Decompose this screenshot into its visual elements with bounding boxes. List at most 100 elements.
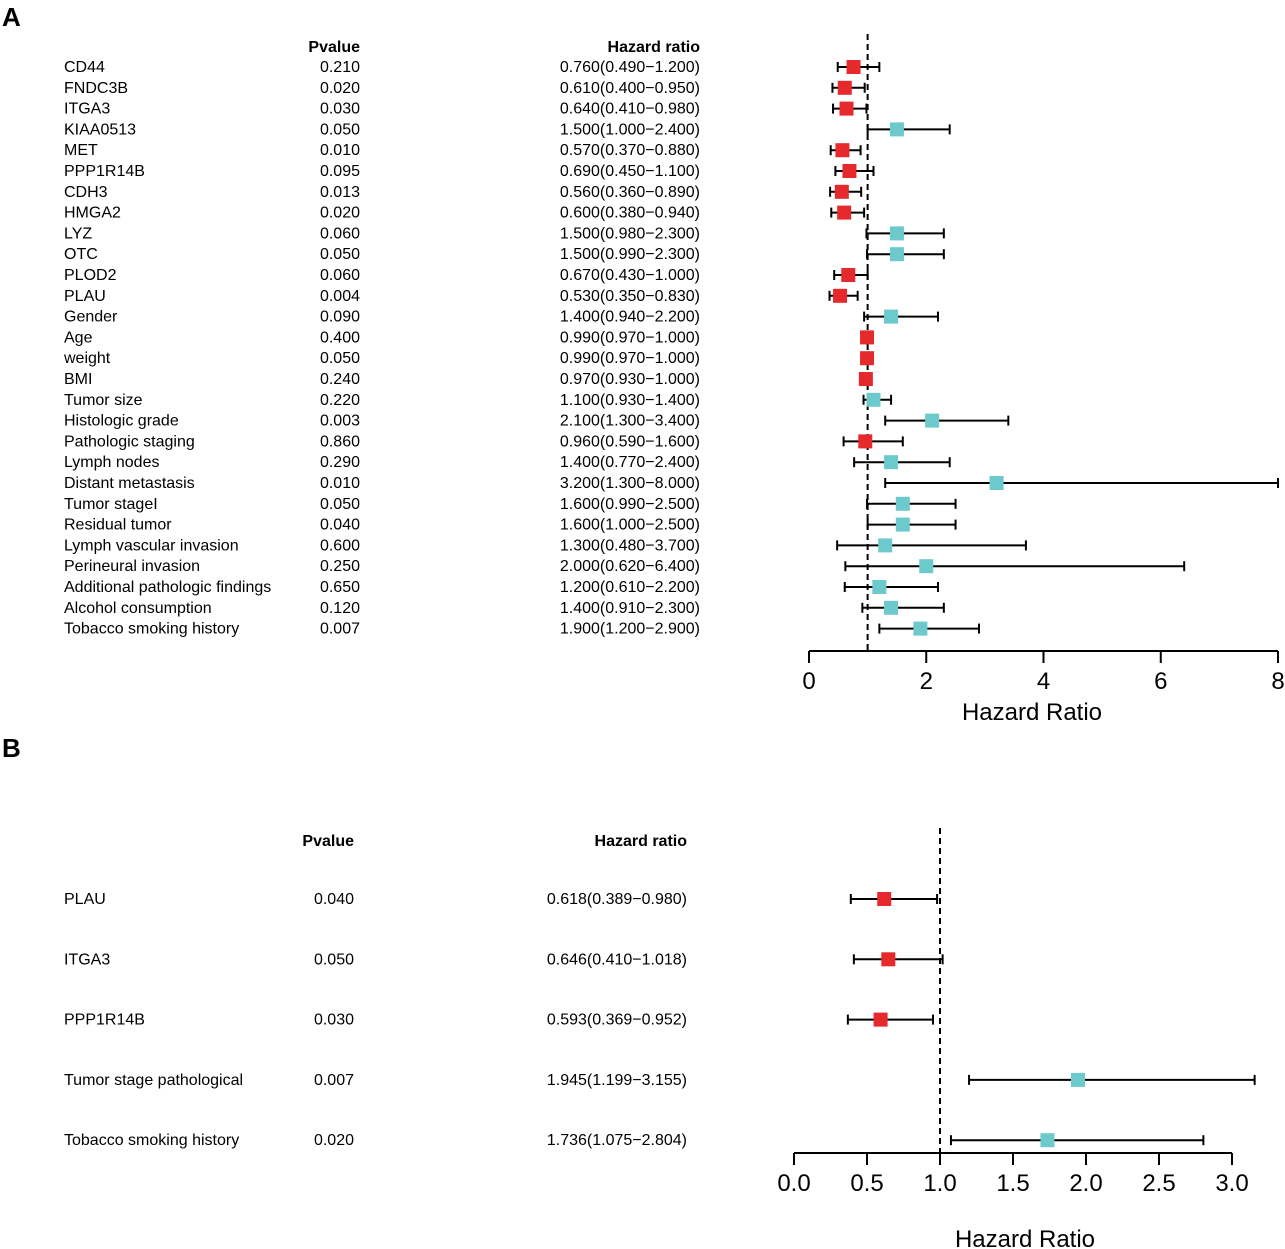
panel-b-row-pvalue: 0.030 <box>314 1012 354 1029</box>
panel-a-hr-header: Hazard ratio <box>608 39 701 56</box>
panel-b-row-label: Tobacco smoking history <box>64 1132 239 1149</box>
panel-a-hr-marker <box>835 143 850 158</box>
panel-a-row-hr-text: 0.570(0.370−0.880) <box>560 142 700 159</box>
panel-a-row-pvalue: 0.060 <box>320 267 360 284</box>
panel-a-row-hr-text: 1.400(0.910−2.300) <box>560 600 700 617</box>
panel-a-row-hr-text: 0.990(0.970−1.000) <box>560 329 700 346</box>
panel-a-hr-marker <box>884 455 899 470</box>
panel-a-hr-marker <box>884 600 899 615</box>
panel-a-row-pvalue: 0.210 <box>320 59 360 76</box>
panel-a-hr-marker <box>889 226 904 241</box>
panel-a-row-hr-text: 1.100(0.930−1.400) <box>560 392 700 409</box>
panel-a-row-pvalue: 0.050 <box>320 121 360 138</box>
panel-a-row-label: OTC <box>64 246 98 263</box>
panel-b-row-hr-text: 0.593(0.369−0.952) <box>547 1012 687 1029</box>
panel-a-row-label: FNDC3B <box>64 80 128 97</box>
panel-a-row-label: Tobacco smoking history <box>64 621 239 638</box>
panel-a-row-hr-text: 0.690(0.450−1.100) <box>560 163 700 180</box>
panel-a-row-label: Residual tumor <box>64 517 172 534</box>
panel-a-hr-marker <box>860 351 875 366</box>
panel-a-row-hr-text: 0.610(0.400−0.950) <box>560 80 700 97</box>
panel-b-row-hr-text: 1.736(1.075−2.804) <box>547 1132 687 1149</box>
panel-a-row-label: weight <box>63 350 111 367</box>
panel-a-row-label: ITGA3 <box>64 101 110 118</box>
panel-a-hr-marker <box>884 309 899 324</box>
panel-a-hr-marker <box>989 476 1004 490</box>
panel-a-hr-marker <box>837 205 852 220</box>
panel-a-row-label: Distant metastasis <box>64 475 195 492</box>
panel-a-row-hr-text: 3.200(1.300−8.000) <box>560 475 700 492</box>
panel-b-hr-marker <box>877 892 892 906</box>
panel-a-hr-marker <box>889 122 904 137</box>
panel-a-row-hr-text: 0.760(0.490−1.200) <box>560 59 700 76</box>
panel-a-forest-plot: CD44 0.210 0.760(0.490−1.200) FNDC3B 0.020 0.… <box>63 34 1285 695</box>
panel-a-row-label: Tumor size <box>64 392 143 409</box>
panel-a-hr-marker <box>878 538 893 553</box>
panel-b-pvalue-header: Pvalue <box>302 833 354 850</box>
panel-a-label: A <box>2 2 21 32</box>
panel-a-row-label: MET <box>64 142 98 159</box>
panel-a-hr-marker <box>889 247 904 262</box>
panel-b-x-tick-label: 1.5 <box>996 1170 1029 1197</box>
panel-a-row-pvalue: 0.860 <box>320 433 360 450</box>
panel-a-row-label: Pathologic staging <box>64 433 195 450</box>
panel-a-row-hr-text: 1.500(0.980−2.300) <box>560 225 700 242</box>
panel-b-row-hr-text: 0.646(0.410−1.018) <box>547 951 687 968</box>
panel-b-row-label: Tumor stage pathological <box>64 1072 243 1089</box>
panel-b-hr-marker <box>1070 1072 1085 1087</box>
panel-b-x-tick-label: 0.5 <box>850 1170 883 1197</box>
panel-a-row-hr-text: 1.300(0.480−3.700) <box>560 537 700 554</box>
panel-a-row-label: Histologic grade <box>64 413 179 430</box>
panel-a-row-pvalue: 0.003 <box>320 413 360 430</box>
panel-a-row-label: KIAA0513 <box>64 121 136 138</box>
panel-b-row-label: PLAU <box>64 891 106 908</box>
panel-a-row-hr-text: 1.600(0.990−2.500) <box>560 496 700 513</box>
panel-a-hr-marker <box>895 496 910 511</box>
panel-a-row-label: HMGA2 <box>64 205 121 222</box>
panel-b-hr-marker <box>873 1012 888 1027</box>
panel-b-row-hr-text: 0.618(0.389−0.980) <box>547 891 687 908</box>
panel-a-row-pvalue: 0.010 <box>320 475 360 492</box>
panel-a-row-pvalue: 0.050 <box>320 246 360 263</box>
panel-b-label: B <box>2 733 21 763</box>
panel-a-hr-marker <box>839 101 854 116</box>
panel-a-row-pvalue: 0.050 <box>320 496 360 513</box>
panel-a-row-label: Gender <box>64 309 118 326</box>
panel-a-row-pvalue: 0.020 <box>320 80 360 97</box>
panel-a-row-hr-text: 1.500(0.990−2.300) <box>560 246 700 263</box>
panel-a-hr-marker <box>833 288 848 303</box>
panel-a-row-pvalue: 0.010 <box>320 142 360 159</box>
panel-a-row-hr-text: 0.960(0.590−1.600) <box>560 433 700 450</box>
panel-a-hr-marker <box>837 80 852 95</box>
panel-b-row-pvalue: 0.007 <box>314 1072 354 1089</box>
panel-a-x-tick-label: 4 <box>1037 668 1050 695</box>
panel-b-x-tick-label: 0.0 <box>777 1170 810 1197</box>
panel-a-hr-marker <box>858 372 873 386</box>
panel-a-row-label: Lymph vascular invasion <box>64 537 239 554</box>
panel-a-row-pvalue: 0.007 <box>320 621 360 638</box>
panel-a-row-pvalue: 0.013 <box>320 184 360 201</box>
panel-a-row-hr-text: 1.900(1.200−2.900) <box>560 621 700 638</box>
panel-a-row-pvalue: 0.220 <box>320 392 360 409</box>
panel-a-row-hr-text: 0.600(0.380−0.940) <box>560 205 700 222</box>
panel-b-x-tick-label: 2.5 <box>1142 1170 1175 1197</box>
panel-a-row-pvalue: 0.040 <box>320 517 360 534</box>
panel-a-row-label: Additional pathologic findings <box>64 579 271 596</box>
panel-a-hr-marker <box>834 184 849 199</box>
panel-a-row-hr-text: 1.600(1.000−2.500) <box>560 517 700 534</box>
panel-a-hr-marker <box>841 268 856 282</box>
panel-a-hr-marker <box>858 434 873 449</box>
panel-b-hr-header: Hazard ratio <box>595 833 688 850</box>
panel-a-row-pvalue: 0.020 <box>320 205 360 222</box>
panel-a-row-pvalue: 0.004 <box>320 288 360 305</box>
panel-a-row-pvalue: 0.120 <box>320 600 360 617</box>
panel-a-row-pvalue: 0.050 <box>320 350 360 367</box>
panel-a-x-tick-label: 6 <box>1154 668 1167 695</box>
panel-a-x-tick-label: 8 <box>1271 668 1284 695</box>
panel-a-row-pvalue: 0.090 <box>320 309 360 326</box>
panel-a-row-hr-text: 0.670(0.430−1.000) <box>560 267 700 284</box>
panel-a-row-label: BMI <box>64 371 92 388</box>
panel-a-row-pvalue: 0.030 <box>320 101 360 118</box>
panel-a-row-label: PLOD2 <box>64 267 117 284</box>
